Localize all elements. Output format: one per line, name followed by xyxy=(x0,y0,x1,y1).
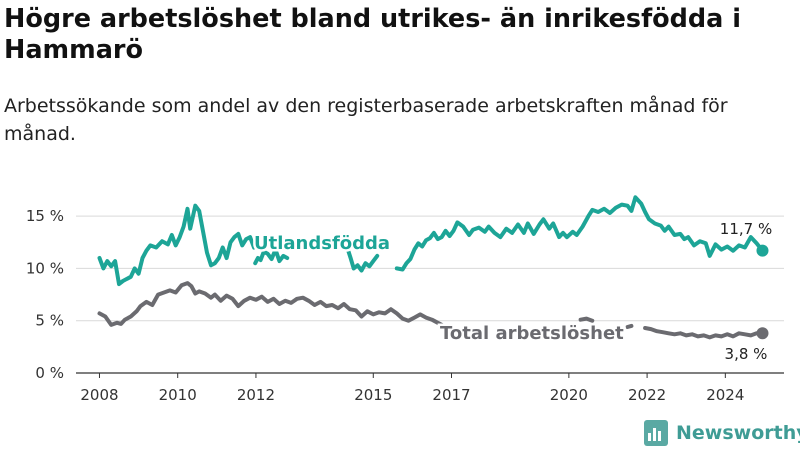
y-tick-label: 10 % xyxy=(26,259,64,277)
x-tick-label: 2015 xyxy=(354,386,392,404)
end-label-total: 3,8 % xyxy=(725,345,768,363)
end-label-utlandsfodda: 11,7 % xyxy=(720,220,772,238)
series-line-utlandsfodda xyxy=(253,247,290,266)
y-tick-label: 5 % xyxy=(35,312,64,330)
chart-title: Högre arbetslöshet bland utrikes- än inr… xyxy=(4,4,742,65)
series-line-total xyxy=(578,316,595,323)
series-line-utlandsfodda xyxy=(345,247,380,273)
bar-chart-logo-icon xyxy=(644,420,668,446)
end-point-total xyxy=(756,327,769,340)
y-tick-label: 0 % xyxy=(35,364,64,382)
brand-name: Newsworthy xyxy=(676,422,800,444)
series-labels: Utlandsfödda Total arbetslöshet 11,7 % 3,8 … xyxy=(252,220,773,363)
y-axis-ticks: 0 % 5 % 10 % 15 % xyxy=(26,207,64,382)
series-line-total xyxy=(625,323,634,329)
x-tick-label: 2008 xyxy=(80,386,118,404)
x-tick-label: 2017 xyxy=(432,386,470,404)
x-tick-label: 2022 xyxy=(628,386,666,404)
x-tick-label: 2010 xyxy=(159,386,197,404)
y-tick-label: 15 % xyxy=(26,207,64,225)
brand-logo: Newsworthy xyxy=(644,419,800,447)
series-line-total xyxy=(97,281,446,328)
series-lines xyxy=(97,195,769,340)
end-point-utlandsfodda xyxy=(756,244,769,257)
x-tick-label: 2012 xyxy=(237,386,275,404)
series-line-total xyxy=(643,326,765,340)
series-label-utlandsfodda: Utlandsfödda xyxy=(254,233,390,254)
line-chart: 0 %5 %10 %15 % 2008 2010 2012 2015 2017 2020 2… xyxy=(26,195,784,404)
x-axis-ticks: 2008 2010 2012 2015 2017 2020 2022 2024 xyxy=(80,373,744,404)
series-line-utlandsfodda xyxy=(97,203,260,287)
series-line-utlandsfodda xyxy=(394,195,765,272)
x-tick-label: 2024 xyxy=(706,386,744,404)
series-label-total: Total arbetslöshet xyxy=(440,323,624,344)
chart-subtitle: Arbetssökande som andel av den registerb… xyxy=(4,95,728,145)
x-tick-label: 2020 xyxy=(550,386,588,404)
